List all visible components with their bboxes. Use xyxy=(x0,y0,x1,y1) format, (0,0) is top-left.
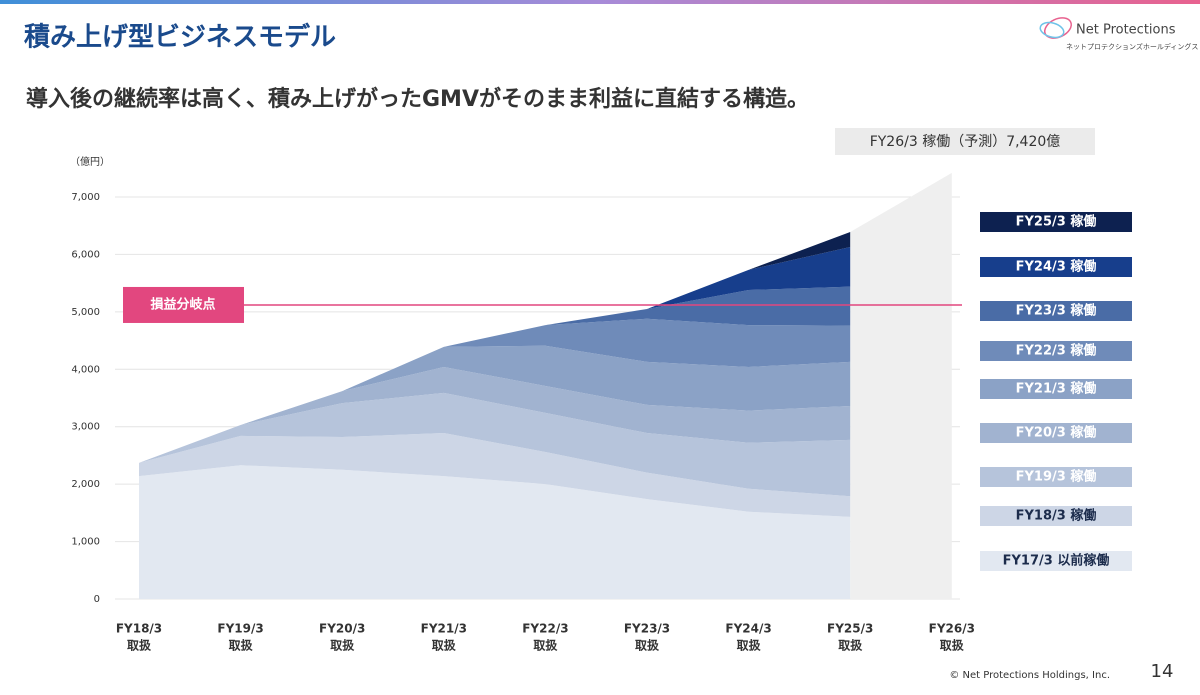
legend-swatch xyxy=(980,257,1132,277)
x-tick-label: FY25/3 xyxy=(827,622,873,636)
legend-label: FY25/3 稼働 xyxy=(1016,214,1097,230)
area xyxy=(139,392,851,497)
legend-swatch xyxy=(980,379,1132,399)
legend-swatch xyxy=(980,551,1132,571)
area xyxy=(748,232,851,270)
y-tick-label: 5,000 xyxy=(71,307,100,318)
x-sublabel: 取扱 xyxy=(635,638,660,653)
y-unit: （億円） xyxy=(70,155,110,168)
y-tick-label: 3,000 xyxy=(71,422,100,433)
logo xyxy=(1039,17,1072,39)
area xyxy=(139,465,851,599)
x-sublabel: 取扱 xyxy=(127,638,152,653)
area xyxy=(545,286,851,326)
legend-swatch xyxy=(980,301,1132,321)
x-tick-label: FY18/3 xyxy=(116,622,162,636)
legend-label: FY23/3 稼働 xyxy=(1016,303,1097,319)
area xyxy=(443,318,851,367)
x-sublabel: 取扱 xyxy=(940,638,965,653)
area xyxy=(342,345,851,411)
x-sublabel: 取扱 xyxy=(737,638,762,653)
legend-label: FY20/3 稼働 xyxy=(1016,425,1097,441)
x-sublabel: 取扱 xyxy=(533,638,558,653)
x-tick-label: FY26/3 xyxy=(929,622,975,636)
break-even-label: 損益分岐点 xyxy=(150,296,215,312)
x-tick-label: FY20/3 xyxy=(319,622,365,636)
legend-swatch xyxy=(980,506,1132,526)
x-tick-label: FY21/3 xyxy=(421,622,467,636)
legend-swatch xyxy=(980,423,1132,443)
y-tick-label: 6,000 xyxy=(71,249,100,260)
x-sublabel: 取扱 xyxy=(330,638,355,653)
legend-label: FY24/3 稼働 xyxy=(1016,259,1097,275)
x-sublabel: 取扱 xyxy=(838,638,863,653)
x-tick-label: FY22/3 xyxy=(522,622,568,636)
legend-swatch xyxy=(980,212,1132,232)
legend-swatch xyxy=(980,467,1132,487)
logo-subtext: ネットプロテクションズホールディングス xyxy=(1066,42,1198,51)
y-tick-label: 2,000 xyxy=(71,479,100,490)
x-tick-label: FY24/3 xyxy=(725,622,771,636)
y-tick-label: 4,000 xyxy=(71,364,100,375)
area xyxy=(139,433,851,517)
legend-swatch xyxy=(980,341,1132,361)
break-even-box xyxy=(123,286,244,323)
legend-label: FY19/3 稼働 xyxy=(1016,469,1097,485)
copyright: © Net Protections Holdings, Inc. xyxy=(949,670,1110,681)
legend-label: FY21/3 稼働 xyxy=(1016,381,1097,397)
x-tick-label: FY23/3 xyxy=(624,622,670,636)
x-sublabel: 取扱 xyxy=(229,638,254,653)
forecast-area xyxy=(850,172,952,599)
x-sublabel: 取扱 xyxy=(432,638,457,653)
subtitle: 導入後の継続率は高く、積み上げがったGMVがそのまま利益に直結する構造。 xyxy=(26,86,809,112)
forecast-label: FY26/3 稼働（予測）7,420億 xyxy=(870,134,1061,150)
title: 積み上げ型ビジネスモデル xyxy=(24,22,336,53)
legend-label: FY18/3 稼働 xyxy=(1016,508,1097,524)
forecast-label-box xyxy=(835,128,1095,155)
legend-label: FY22/3 稼働 xyxy=(1016,343,1097,359)
legend-label: FY17/3 以前稼働 xyxy=(1003,553,1110,569)
area xyxy=(240,366,851,443)
x-tick-label: FY19/3 xyxy=(217,622,263,636)
y-tick-label: 7,000 xyxy=(71,192,100,203)
y-tick-label: 1,000 xyxy=(71,537,100,548)
top-bar xyxy=(0,0,1200,4)
logo-text: Net Protections xyxy=(1076,23,1176,38)
area xyxy=(647,246,851,309)
page-number: 14 xyxy=(1151,661,1174,682)
y-tick-label: 0 xyxy=(94,594,100,605)
